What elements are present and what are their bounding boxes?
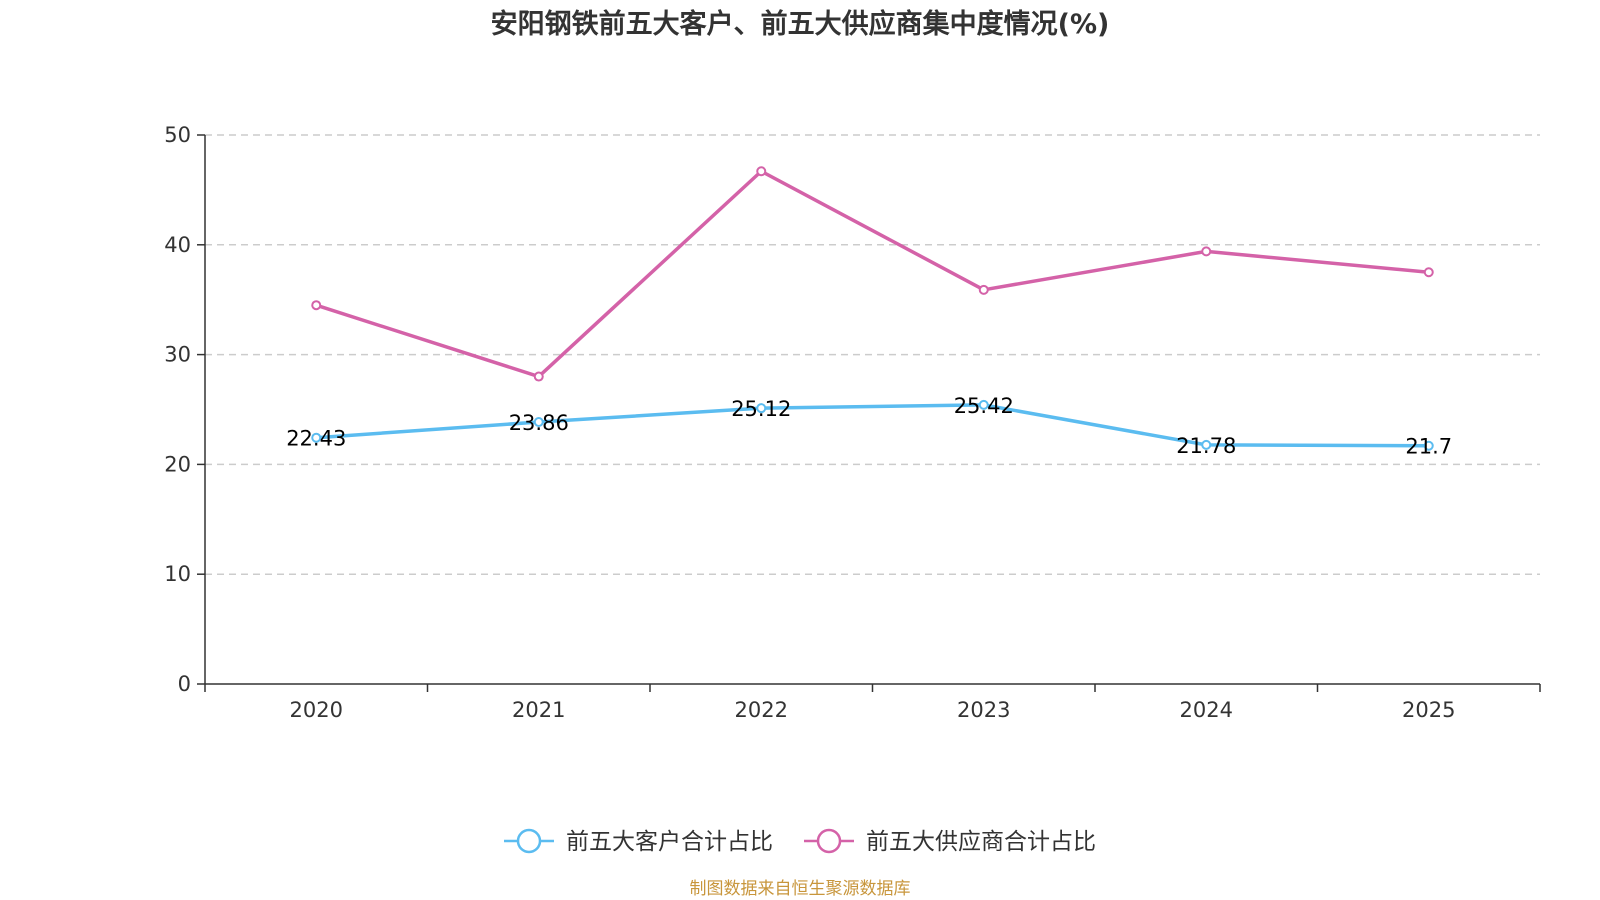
legend-item-2[interactable]: 前五大供应商合计占比 — [804, 828, 1096, 855]
data-label: 25.42 — [954, 394, 1014, 418]
legend[interactable]: 前五大客户合计占比 前五大供应商合计占比 — [504, 828, 1096, 855]
data-point[interactable] — [1201, 246, 1212, 257]
grid-lines — [205, 134, 1540, 575]
y-tick-label: 0 — [178, 672, 191, 696]
x-tick-label: 2021 — [512, 698, 565, 722]
axes: 0 10 20 30 40 50 2020 2021 2022 2023 2024 2025 — [164, 123, 1541, 722]
legend-label: 前五大供应商合计占比 — [866, 829, 1096, 855]
x-tick-label: 2024 — [1180, 698, 1233, 722]
y-tick-label: 20 — [164, 452, 191, 476]
data-point[interactable] — [533, 417, 544, 428]
y-tick-label: 10 — [164, 562, 191, 586]
data-point[interactable] — [533, 371, 544, 382]
data-label: 21.78 — [1176, 434, 1236, 458]
data-label: 21.7 — [1405, 435, 1452, 459]
data-point[interactable] — [978, 284, 989, 295]
data-point[interactable] — [311, 300, 322, 311]
data-point[interactable] — [1423, 267, 1434, 278]
data-point[interactable] — [1423, 440, 1434, 451]
legend-item-1[interactable]: 前五大客户合计占比 — [504, 828, 773, 855]
x-tick-label: 2025 — [1402, 698, 1455, 722]
x-tick-label: 2022 — [735, 698, 788, 722]
legend-marker-icon — [816, 828, 842, 854]
data-point[interactable] — [311, 432, 322, 443]
series-line-2 — [315, 169, 1429, 379]
data-point[interactable] — [1201, 439, 1212, 450]
source-note: 制图数据来自恒生聚源数据库 — [690, 879, 911, 899]
data-point[interactable] — [756, 166, 767, 177]
data-labels: 22.43 23.86 25.12 25.42 21.78 21.7 — [286, 394, 1452, 459]
data-label: 25.12 — [731, 397, 791, 421]
data-point[interactable] — [756, 403, 767, 414]
y-tick-label: 30 — [164, 343, 191, 367]
legend-label: 前五大客户合计占比 — [566, 829, 773, 855]
x-tick-label: 2023 — [957, 698, 1010, 722]
series-line-1 — [316, 403, 1429, 448]
y-tick-label: 50 — [164, 123, 191, 147]
legend-marker-icon — [516, 828, 542, 854]
x-tick-label: 2020 — [290, 698, 343, 722]
series-lines — [311, 166, 1434, 451]
data-point[interactable] — [978, 399, 989, 410]
y-tick-label: 40 — [164, 233, 191, 257]
data-label: 23.86 — [509, 411, 569, 435]
chart-title: 安阳钢铁前五大客户、前五大供应商集中度情况(%) — [491, 8, 1110, 40]
data-label: 22.43 — [286, 427, 346, 451]
